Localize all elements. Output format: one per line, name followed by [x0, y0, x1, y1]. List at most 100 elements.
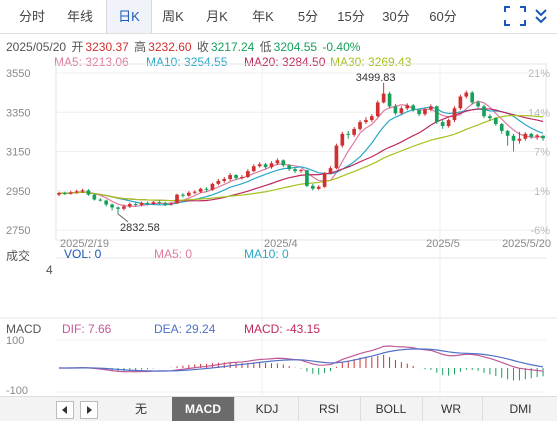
candle-body — [316, 186, 321, 189]
tab-0[interactable]: 分时 — [18, 9, 45, 24]
ma30-line — [58, 114, 544, 202]
candle-body — [505, 130, 510, 136]
candle-body — [429, 106, 433, 110]
candle-body — [198, 188, 203, 192]
tab-6[interactable]: 5分 — [297, 9, 319, 24]
indicator-bar: 无 MACD KDJ RSI BOLL WR DMI — [0, 396, 557, 421]
indicator-tab-1[interactable]: MACD — [172, 397, 235, 421]
candle-body — [222, 178, 227, 181]
candle-body — [446, 120, 451, 126]
candle-body — [139, 202, 144, 205]
candle-body — [275, 160, 280, 164]
candle-body — [423, 109, 427, 115]
quote-date: 2025/05/20 — [6, 40, 67, 54]
open-label: 开 — [71, 40, 84, 54]
low-label: 低 — [259, 40, 272, 54]
price-tick-label: 3350 — [6, 107, 30, 119]
date-label: 2025/4 — [264, 238, 298, 250]
candle-body — [151, 202, 156, 205]
tab-3[interactable]: 周K — [162, 9, 184, 24]
candle-body — [216, 180, 221, 184]
pct-tick-label: -6% — [530, 225, 550, 237]
candle-body — [440, 122, 445, 126]
candle-body — [287, 165, 292, 170]
tab-7[interactable]: 15分 — [337, 9, 365, 24]
period-tabs: 分时 年线 日K 周K 月K 年K 5分 15分 30分 60分 — [0, 0, 557, 34]
candle-body — [92, 194, 97, 200]
price-tick-label: 2750 — [6, 225, 30, 237]
pct-tick-label: 7% — [534, 147, 550, 159]
candle-body — [63, 193, 67, 195]
tab-9[interactable]: 60分 — [429, 9, 457, 24]
high-annotation: 3499.83 — [356, 72, 396, 84]
candle-body — [263, 164, 268, 168]
indicator-tab-4[interactable]: BOLL — [360, 397, 423, 421]
candle-body — [476, 102, 480, 107]
pct-tick-label: 21% — [528, 68, 550, 80]
indicator-tab-6[interactable]: DMI — [484, 397, 557, 421]
vol-ma10-legend: MA10: 0 — [244, 247, 289, 261]
indicator-tab-5[interactable]: WR — [420, 397, 483, 421]
indicator-tab-2[interactable]: KDJ — [236, 397, 299, 421]
macd-value-legend: MACD: -43.15 — [244, 322, 321, 336]
candle-body — [405, 105, 410, 109]
candle-body — [127, 204, 132, 207]
candle-body — [417, 110, 421, 115]
high-value: 3232.60 — [148, 40, 192, 54]
ma5-legend: MA5: 3213.06 — [54, 55, 129, 69]
candle-body — [204, 188, 209, 190]
scroll-left-button[interactable] — [56, 401, 74, 419]
candle-body — [133, 204, 138, 206]
candle-body — [470, 92, 475, 103]
candle-body — [364, 120, 368, 123]
candle-body — [464, 92, 469, 97]
triangle-right-icon — [87, 406, 92, 414]
candle-body — [251, 166, 256, 172]
candle-body — [340, 133, 345, 146]
tab-2[interactable]: 日K — [106, 0, 152, 33]
ma10-line — [58, 106, 544, 206]
candle-body — [488, 116, 492, 119]
macd-label: MACD — [6, 322, 42, 336]
candlestick-chart[interactable]: 3550 21% 3350 14% 3150 7% 2950 1% 2750 -6% 3499.83… — [0, 0, 557, 396]
macd-tick-label: 100 — [6, 335, 24, 347]
macd-tick-label: -100 — [6, 385, 28, 396]
candle-body — [535, 135, 539, 137]
candle-body — [240, 177, 244, 179]
candle-body — [192, 191, 197, 193]
tab-5[interactable]: 年K — [252, 9, 274, 24]
tab-4[interactable]: 月K — [206, 9, 228, 24]
candle-body — [293, 169, 297, 172]
low-annotation: 2832.58 — [120, 222, 160, 234]
candle-body — [80, 190, 85, 192]
scroll-right-button[interactable] — [80, 401, 98, 419]
dif-legend: DIF: 7.66 — [62, 322, 112, 336]
price-tick-label: 3550 — [6, 68, 30, 80]
candle-body — [305, 170, 309, 186]
indicator-tab-0[interactable]: 无 — [110, 397, 173, 421]
candle-body — [110, 204, 114, 208]
candle-body — [122, 206, 126, 209]
candle-body — [381, 93, 386, 103]
candle-body — [411, 105, 415, 111]
double-chevron-icon[interactable] — [534, 8, 548, 24]
candle-body — [157, 202, 162, 204]
tab-1[interactable]: 年线 — [66, 9, 93, 24]
candle-body — [375, 102, 380, 117]
high-label: 高 — [134, 40, 147, 54]
tab-8[interactable]: 30分 — [382, 9, 410, 24]
candle-body — [169, 203, 173, 205]
indicator-tab-3[interactable]: RSI — [298, 397, 361, 421]
candle-body — [452, 108, 457, 121]
candle-body — [68, 192, 73, 194]
candle-body — [104, 200, 109, 205]
volume-label: 成交 — [6, 249, 31, 263]
date-label: 2025/5/20 — [502, 238, 551, 250]
candle-body — [246, 171, 250, 178]
fullscreen-icon[interactable] — [504, 6, 526, 26]
candle-body — [399, 108, 404, 114]
candle-body — [352, 128, 356, 135]
candle-body — [393, 106, 398, 114]
close-label: 收 — [196, 40, 209, 54]
